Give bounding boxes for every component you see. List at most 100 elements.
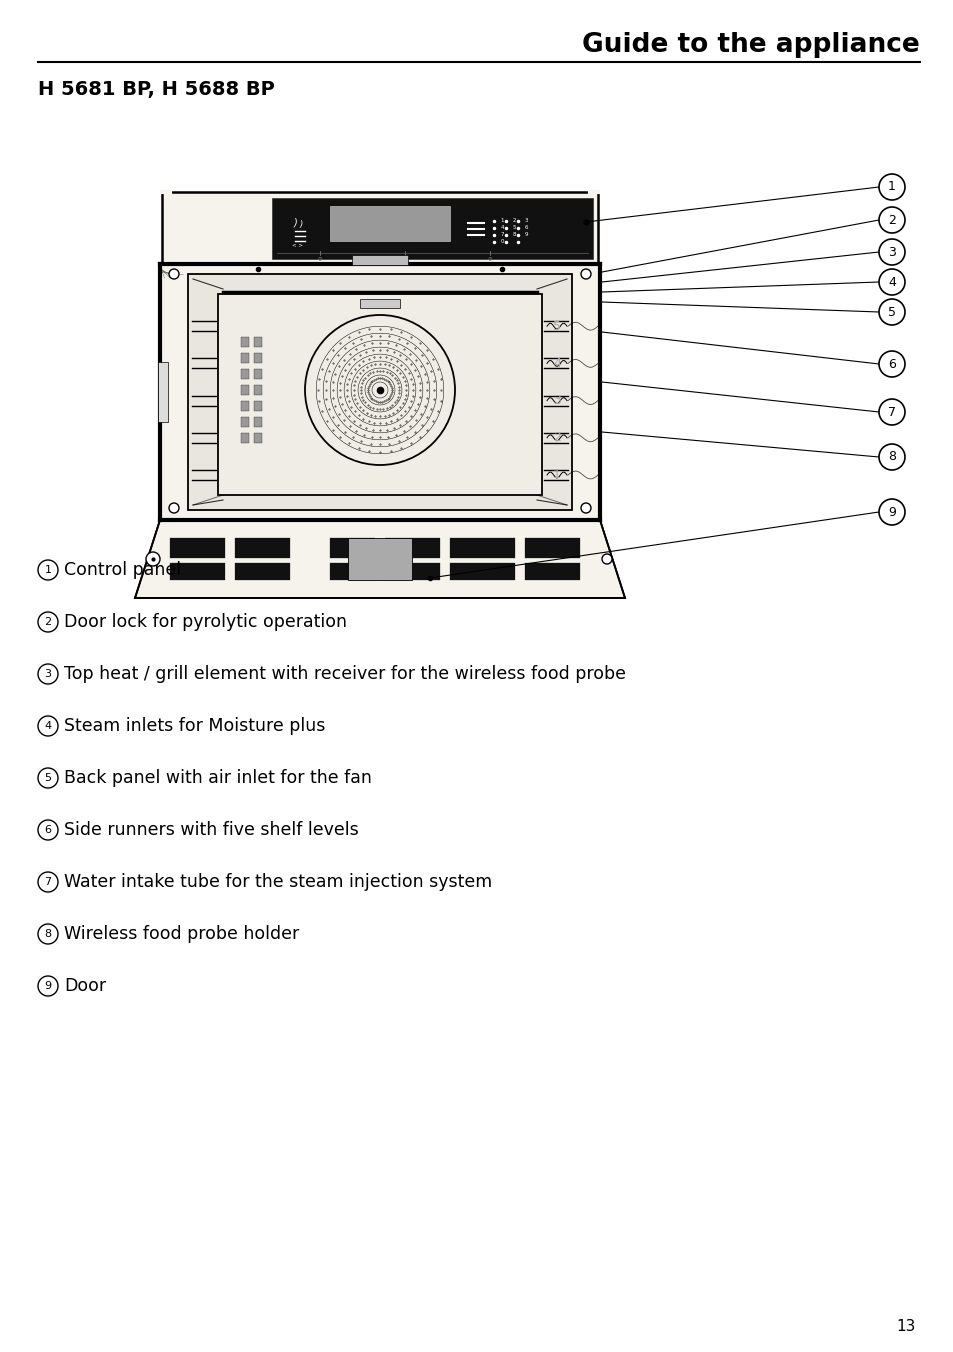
Text: 7: 7: [45, 877, 51, 887]
Text: 2: 2: [512, 218, 516, 223]
Circle shape: [601, 554, 612, 564]
Polygon shape: [330, 206, 450, 241]
Text: Water intake tube for the steam injection system: Water intake tube for the steam injectio…: [64, 873, 492, 891]
Polygon shape: [272, 197, 593, 260]
Polygon shape: [241, 402, 249, 411]
Text: ⊙: ⊙: [487, 257, 492, 262]
Circle shape: [38, 923, 58, 944]
Text: 3: 3: [45, 669, 51, 679]
Text: 3: 3: [524, 218, 527, 223]
Text: Door lock for pyrolytic operation: Door lock for pyrolytic operation: [64, 612, 347, 631]
Circle shape: [38, 768, 58, 788]
Text: 8: 8: [512, 233, 516, 237]
Text: Side runners with five shelf levels: Side runners with five shelf levels: [64, 821, 358, 840]
Polygon shape: [241, 433, 249, 443]
Text: 1: 1: [553, 469, 560, 481]
Text: 7: 7: [887, 406, 895, 419]
Circle shape: [878, 239, 904, 265]
Polygon shape: [241, 353, 249, 362]
Text: 5: 5: [45, 773, 51, 783]
Text: 3: 3: [553, 393, 560, 407]
Circle shape: [38, 560, 58, 580]
Polygon shape: [241, 369, 249, 379]
Text: ): ): [293, 218, 296, 227]
Polygon shape: [524, 538, 579, 558]
Polygon shape: [135, 521, 624, 598]
Circle shape: [169, 269, 179, 279]
Text: 8: 8: [887, 450, 895, 464]
Text: 7: 7: [499, 233, 503, 237]
Text: Steam inlets for Moisture plus: Steam inlets for Moisture plus: [64, 717, 325, 735]
Polygon shape: [253, 416, 262, 427]
Text: 4: 4: [45, 721, 51, 731]
Text: Guide to the appliance: Guide to the appliance: [581, 32, 919, 58]
Text: 0: 0: [499, 239, 503, 243]
Polygon shape: [330, 538, 375, 558]
Polygon shape: [450, 538, 515, 558]
Text: 2: 2: [553, 431, 560, 445]
Text: ): ): [299, 220, 302, 228]
Polygon shape: [385, 538, 439, 558]
Text: 5: 5: [553, 319, 560, 333]
Polygon shape: [241, 416, 249, 427]
Polygon shape: [253, 433, 262, 443]
Polygon shape: [158, 362, 168, 422]
Polygon shape: [253, 385, 262, 395]
Polygon shape: [241, 385, 249, 395]
Circle shape: [38, 872, 58, 892]
Text: Control panel: Control panel: [64, 561, 181, 579]
Text: 6: 6: [524, 224, 527, 230]
Text: Top heat / grill element with receiver for the wireless food probe: Top heat / grill element with receiver f…: [64, 665, 625, 683]
Polygon shape: [218, 293, 541, 495]
Circle shape: [878, 352, 904, 377]
Circle shape: [580, 269, 590, 279]
Polygon shape: [170, 538, 225, 558]
Text: 4: 4: [499, 224, 503, 230]
Polygon shape: [352, 256, 408, 265]
Polygon shape: [359, 299, 399, 308]
Circle shape: [38, 612, 58, 631]
Circle shape: [38, 717, 58, 735]
Circle shape: [169, 503, 179, 512]
Text: 5: 5: [887, 306, 895, 319]
Circle shape: [146, 552, 160, 566]
Text: 13: 13: [896, 1320, 915, 1334]
Circle shape: [38, 821, 58, 840]
Text: 5: 5: [512, 224, 516, 230]
Polygon shape: [234, 538, 290, 558]
Circle shape: [38, 976, 58, 996]
Text: 9: 9: [524, 233, 527, 237]
Polygon shape: [162, 192, 598, 264]
Text: 6: 6: [45, 825, 51, 836]
Text: < >: < >: [293, 243, 303, 247]
Text: 1: 1: [45, 565, 51, 575]
Text: <<: <<: [400, 257, 409, 262]
Circle shape: [878, 269, 904, 295]
Polygon shape: [330, 562, 375, 580]
Text: 2: 2: [45, 617, 51, 627]
Polygon shape: [234, 562, 290, 580]
Polygon shape: [385, 562, 439, 580]
Circle shape: [580, 503, 590, 512]
Text: 3: 3: [887, 246, 895, 258]
Circle shape: [38, 664, 58, 684]
Circle shape: [878, 174, 904, 200]
Text: 8: 8: [45, 929, 51, 940]
Text: Wireless food probe holder: Wireless food probe holder: [64, 925, 299, 942]
Text: 2: 2: [887, 214, 895, 227]
Text: 4: 4: [553, 357, 560, 370]
Circle shape: [878, 443, 904, 470]
Text: 1: 1: [887, 181, 895, 193]
Polygon shape: [188, 274, 572, 510]
Text: 4: 4: [887, 276, 895, 288]
Text: H 5681 BP, H 5688 BP: H 5681 BP, H 5688 BP: [38, 80, 274, 99]
Polygon shape: [253, 337, 262, 347]
Circle shape: [878, 399, 904, 425]
Text: 9: 9: [45, 982, 51, 991]
Polygon shape: [450, 562, 515, 580]
Polygon shape: [348, 538, 412, 580]
Polygon shape: [253, 353, 262, 362]
Polygon shape: [253, 369, 262, 379]
Text: 1: 1: [499, 218, 503, 223]
Text: Door: Door: [64, 977, 106, 995]
